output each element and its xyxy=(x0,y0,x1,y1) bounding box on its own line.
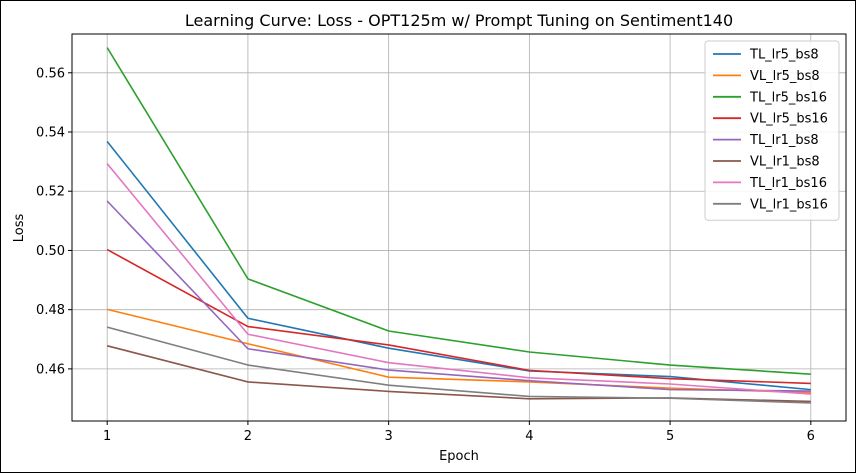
y-tick-label: 0.48 xyxy=(36,303,65,318)
y-tick-label: 0.46 xyxy=(36,362,65,377)
chart-title: Learning Curve: Loss - OPT125m w/ Prompt… xyxy=(185,11,733,30)
legend-label: TL_lr5_bs8 xyxy=(749,48,819,63)
y-tick-label: 0.50 xyxy=(36,244,65,259)
series-lines xyxy=(106,47,811,404)
x-tick-label: 4 xyxy=(525,429,533,444)
x-axis-label: Epoch xyxy=(439,449,479,464)
legend-label: VL_lr5_bs16 xyxy=(750,112,828,127)
legend-label: TL_lr5_bs16 xyxy=(749,90,827,105)
legend-label: VL_lr1_bs8 xyxy=(750,155,820,170)
series-line-TL_lr1_bs8 xyxy=(106,200,811,392)
x-tick-label: 3 xyxy=(384,429,392,444)
legend-box xyxy=(704,40,840,221)
plot-border xyxy=(71,33,847,422)
series-line-TL_lr5_bs16 xyxy=(106,47,811,376)
x-tick-label: 2 xyxy=(244,429,252,444)
legend-label: TL_lr1_bs16 xyxy=(749,176,827,191)
y-tick-label: 0.56 xyxy=(36,66,65,81)
legend-label: TL_lr1_bs8 xyxy=(749,133,819,148)
series-line-VL_lr5_bs16 xyxy=(106,248,811,385)
legend: TL_lr5_bs8 VL_lr5_bs8 TL_lr5_bs16 VL_lr5_bs… xyxy=(704,40,840,221)
x-tick-label: 6 xyxy=(807,429,815,444)
legend-label: VL_lr1_bs16 xyxy=(750,197,828,212)
y-tick-label: 0.52 xyxy=(36,185,65,200)
x-tick-label: 5 xyxy=(666,429,674,444)
y-axis-label: Loss xyxy=(12,214,27,243)
series-line-VL_lr5_bs8 xyxy=(106,308,811,394)
series-line-VL_lr1_bs16 xyxy=(106,326,811,404)
y-tick-label: 0.54 xyxy=(36,126,65,141)
y-axis-ticks: 0.46 0.48 0.50 0.52 0.54 0.56 xyxy=(36,66,72,377)
series-line-TL_lr1_bs16 xyxy=(106,163,811,395)
legend-label: VL_lr5_bs8 xyxy=(750,69,820,84)
x-tick-label: 1 xyxy=(103,429,111,444)
x-axis-ticks: 1 2 3 4 5 6 xyxy=(103,421,815,444)
